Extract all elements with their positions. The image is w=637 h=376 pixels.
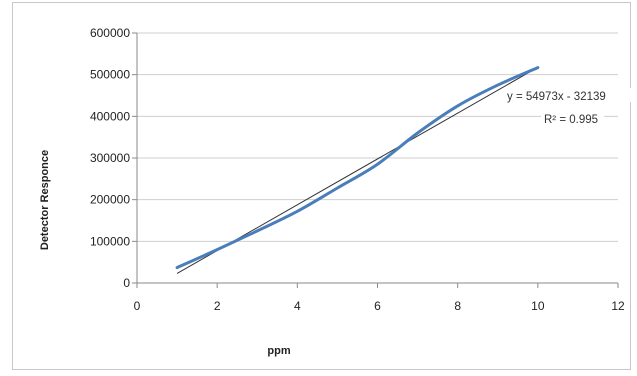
annotation-bg-2 [541,111,604,125]
trendline-annotation: y = 54973x - 32139 R² = 0.995 [503,88,637,126]
y-tick-label: 300000 [90,151,130,165]
annotation-bg [503,88,637,102]
x-tick-label: 10 [531,299,545,313]
x-tick-label: 2 [214,299,221,313]
y-tick-label: 100000 [90,234,130,248]
y-axis-title: Detector Responce [39,150,51,250]
chart-frame [12,2,631,370]
x-tick-label: 4 [294,299,301,313]
x-tick-label: 0 [134,299,141,313]
trendline-equation: y = 54973x - 32139 [507,91,606,103]
y-tick-label: 600000 [90,26,130,40]
series-line [175,66,540,270]
x-tick-label: 8 [454,299,461,313]
y-tick-label: 400000 [90,109,130,123]
trendline-r-squared: R² = 0.995 [544,114,598,126]
x-tick-label: 12 [611,299,625,313]
x-tick-label: 6 [374,299,381,313]
axes [132,32,619,288]
x-axis-title: ppm [267,345,290,357]
y-tick-label: 200000 [90,193,130,207]
series-group [175,66,540,270]
gridlines [137,32,618,242]
x-tick-labels: 0 2 4 6 8 10 12 [134,299,625,313]
y-tick-label: 0 [123,276,130,290]
y-tick-labels: 0 100000 200000 300000 400000 500000 600000 [90,26,130,290]
y-tick-label: 500000 [90,68,130,82]
